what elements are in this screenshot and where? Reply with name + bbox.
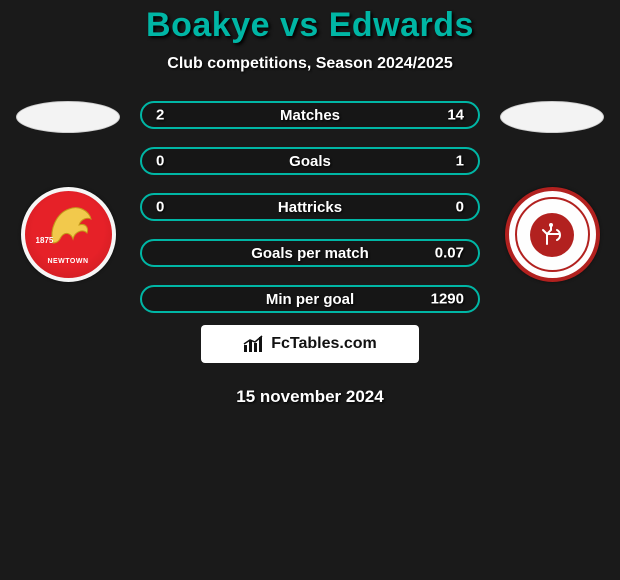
stats-section: 1875 NEWTOWN 2 Matches 14 0 Goals 1 0 Hattricks…	[0, 101, 620, 313]
stat-right-value: 14	[447, 107, 464, 124]
stat-left-value: 0	[156, 153, 164, 170]
stat-row: 0 Goals 1	[140, 147, 480, 175]
player-right-column	[492, 101, 612, 282]
player-left-column: 1875 NEWTOWN	[8, 101, 128, 282]
comparison-card: Boakye vs Edwards Club competitions, Sea…	[0, 0, 620, 580]
bars-icon	[243, 335, 265, 353]
player-right-flag	[500, 101, 604, 133]
stat-right-value: 0	[456, 199, 464, 216]
stat-label: Goals	[289, 153, 331, 170]
stat-label: Goals per match	[251, 245, 369, 262]
stat-label: Matches	[280, 107, 340, 124]
stat-left-value: 2	[156, 107, 164, 124]
stat-left-value: 0	[156, 199, 164, 216]
stat-row: 0 Hattricks 0	[140, 193, 480, 221]
comparison-date: 15 november 2024	[0, 387, 620, 407]
crest-left-year: 1875	[36, 236, 54, 245]
stat-label: Min per goal	[266, 291, 354, 308]
crest-left-text: NEWTOWN	[47, 258, 88, 265]
stat-right-value: 1290	[431, 291, 464, 308]
player-right-crest	[505, 187, 600, 282]
stat-row: 2 Matches 14	[140, 101, 480, 129]
stat-label: Hattricks	[278, 199, 342, 216]
site-label: FcTables.com	[271, 335, 377, 353]
site-attribution[interactable]: FcTables.com	[201, 325, 419, 363]
stat-row: Min per goal 1290	[140, 285, 480, 313]
crest-right-center	[530, 213, 574, 257]
page-subtitle: Club competitions, Season 2024/2025	[0, 55, 620, 73]
stat-row: Goals per match 0.07	[140, 239, 480, 267]
page-title: Boakye vs Edwards	[0, 6, 620, 45]
player-left-crest: 1875 NEWTOWN	[21, 187, 116, 282]
stat-right-value: 0.07	[435, 245, 464, 262]
stat-right-value: 1	[456, 153, 464, 170]
stat-bars: 2 Matches 14 0 Goals 1 0 Hattricks 0 Goals per ma…	[140, 101, 480, 313]
player-left-flag	[16, 101, 120, 133]
archer-icon	[537, 220, 567, 250]
